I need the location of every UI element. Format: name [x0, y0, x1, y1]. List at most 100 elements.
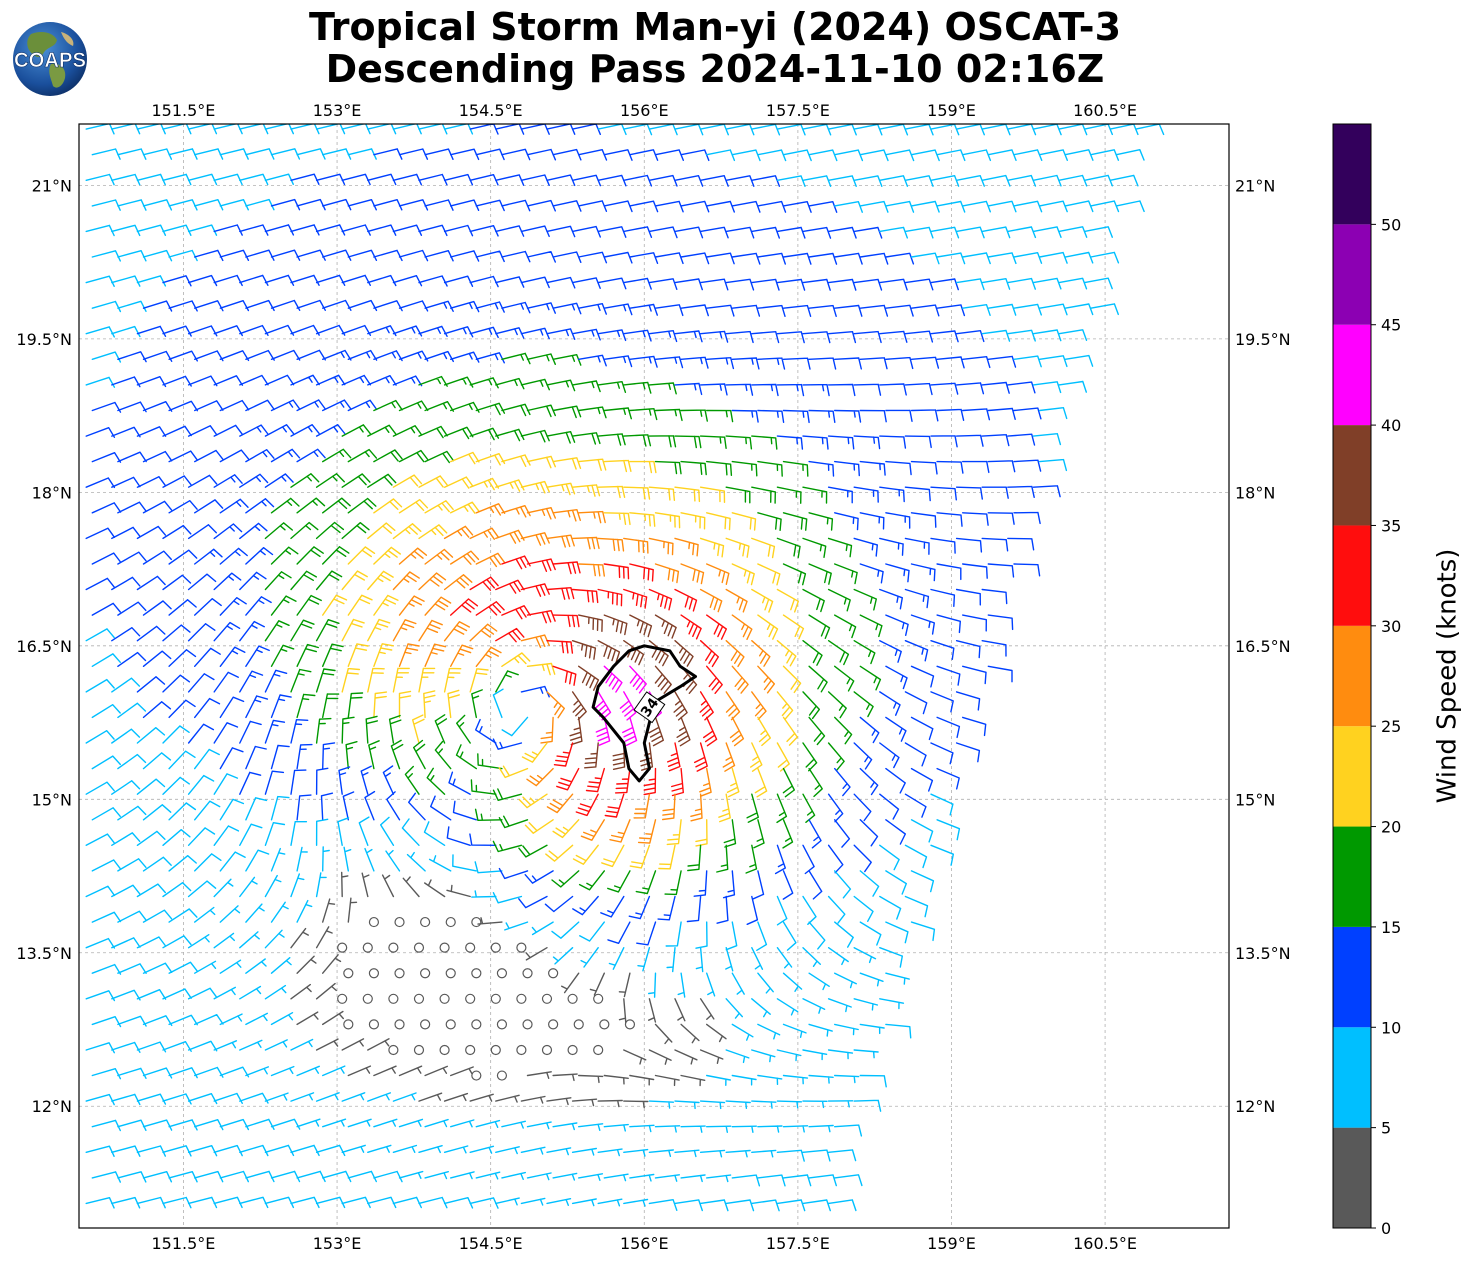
wind-barb [930, 844, 954, 866]
colorbar-bin [1333, 525, 1371, 626]
wind-barb [142, 600, 172, 616]
wind-barb [477, 753, 503, 770]
wind-barb [571, 1098, 598, 1107]
wind-barb [245, 1012, 268, 1026]
wind-barb [572, 895, 599, 916]
wind-barb [264, 522, 293, 540]
wind-barb [85, 326, 115, 338]
wind-barb [343, 846, 352, 872]
wind-barb [450, 1066, 474, 1077]
calm-circle [337, 942, 348, 953]
wind-barb [520, 1146, 546, 1155]
wind-barb [450, 644, 474, 667]
wind-barb [443, 1145, 469, 1154]
wind-barb [373, 300, 403, 312]
wind-barb [680, 563, 705, 585]
wind-barb [296, 846, 308, 872]
wind-barb [239, 931, 260, 949]
wind-barb [367, 424, 397, 437]
wind-barb [91, 1068, 122, 1080]
lat-label-left: 18°N [32, 483, 72, 502]
wind-barb [834, 304, 863, 317]
wind-barb [424, 596, 452, 616]
wind-barb [361, 872, 370, 898]
wind-barb [290, 668, 312, 693]
wind-barb [168, 750, 196, 770]
lon-label-top: 157.5°E [766, 101, 830, 120]
wind-barb [398, 547, 428, 565]
wind-barb [808, 819, 822, 849]
wind-barb [373, 399, 403, 412]
wind-barb [475, 352, 505, 364]
wind-barb [879, 383, 907, 396]
wind-barb [802, 793, 816, 823]
wind-barb [1058, 329, 1088, 341]
wind-barb [290, 570, 317, 591]
wind-barb [373, 1170, 403, 1183]
wind-barb [1109, 174, 1139, 187]
wind-barb [751, 383, 779, 397]
wind-barb [434, 714, 448, 744]
wind-barb [955, 226, 985, 239]
wind-barb [1090, 303, 1119, 316]
wind-barb [623, 434, 652, 447]
wind-barb [674, 226, 704, 239]
wind-barb [526, 1172, 552, 1181]
wind-barb [290, 983, 312, 1000]
wind-barb [1032, 433, 1062, 446]
lon-label-top: 156°E [620, 101, 669, 120]
wind-barb [597, 485, 626, 499]
wind-barb [955, 330, 985, 343]
colorbar-ticks: 0 5 10 15 20 25 30 35 40 45 50 [1371, 215, 1401, 1238]
wind-barb [556, 767, 580, 791]
wind-barb [930, 537, 956, 554]
wind-barb [424, 548, 454, 565]
wind-barb [111, 832, 141, 846]
wind-barb [168, 249, 198, 262]
wind-barb [1007, 485, 1035, 498]
wind-barb [834, 716, 853, 745]
wind-barb [955, 382, 985, 395]
wind-barb [936, 614, 961, 634]
lon-label-top: 159°E [927, 101, 976, 120]
wind-barb [162, 776, 190, 795]
wind-barb [674, 1199, 703, 1212]
wind-barb [757, 460, 783, 477]
wind-barb [654, 1174, 680, 1182]
wind-barb [962, 563, 988, 579]
calm-circle [420, 1019, 431, 1030]
wind-barb [716, 844, 729, 873]
wind-barb [245, 547, 274, 565]
wind-barb [546, 793, 574, 814]
wind-barb [117, 501, 147, 514]
wind-barb [290, 173, 320, 185]
wind-barb [443, 275, 474, 287]
wind-barb [666, 947, 676, 973]
wind-barb [477, 917, 503, 925]
wind-barb [725, 383, 754, 396]
page-title: Tropical Storm Man-yi (2024) OSCAT-3 Des… [180, 6, 1250, 90]
wind-barb [1038, 407, 1068, 420]
wind-barb [418, 275, 448, 287]
wind-barb [423, 690, 436, 719]
wind-barb [699, 1100, 726, 1110]
wind-barb [731, 512, 757, 531]
wind-barb [595, 716, 611, 746]
wind-barb [168, 908, 198, 923]
wind-barb [367, 473, 397, 488]
wind-barb [322, 497, 351, 514]
wind-barb [904, 640, 929, 662]
wind-barb [604, 793, 625, 818]
wind-barb [706, 409, 734, 423]
wind-barb [680, 614, 702, 640]
wind-barb [117, 910, 147, 923]
wind-barb [731, 252, 761, 265]
wind-barb [1007, 277, 1036, 290]
wind-barb [776, 383, 805, 397]
wind-barb [501, 454, 531, 467]
wind-barb [657, 895, 676, 921]
wind-barb [578, 354, 607, 367]
wind-barb [219, 851, 246, 872]
wind-barb [520, 1095, 546, 1104]
wind-barb [910, 614, 935, 635]
